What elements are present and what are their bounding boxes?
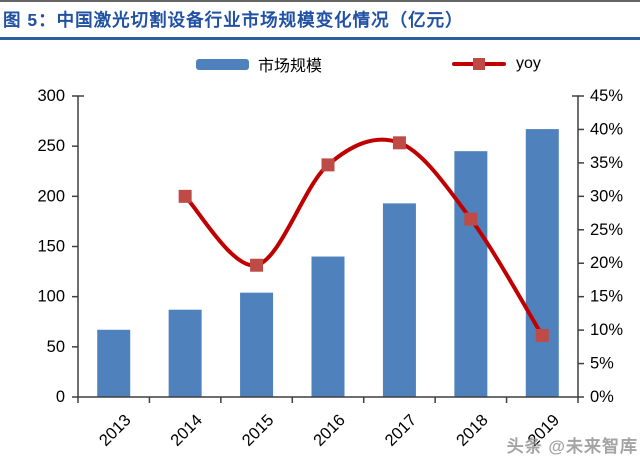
right-axis-tick-label: 0% bbox=[590, 388, 614, 406]
bar-series-swatch bbox=[196, 58, 249, 70]
x-axis-category-label: 2017 bbox=[382, 411, 421, 450]
left-axis-tick-label: 0 bbox=[56, 388, 65, 406]
title-divider-rule bbox=[0, 37, 640, 40]
left-axis-tick-label: 50 bbox=[47, 338, 65, 356]
right-axis-tick-label: 20% bbox=[590, 254, 623, 272]
x-axis-category-label: 2013 bbox=[96, 411, 135, 450]
line-swatch-marker bbox=[473, 58, 485, 70]
left-axis-tick-label: 100 bbox=[37, 288, 65, 306]
right-axis-tick-label: 30% bbox=[590, 187, 623, 205]
bar-2013 bbox=[97, 329, 131, 397]
legend-label-market-size: 市场规模 bbox=[258, 58, 323, 75]
x-axis-category-label: 2018 bbox=[453, 411, 492, 450]
bar-2016 bbox=[311, 256, 345, 397]
right-axis-tick-label: 35% bbox=[590, 154, 623, 172]
left-axis-tick-label: 300 bbox=[37, 88, 65, 105]
yoy-line bbox=[183, 137, 545, 338]
x-axis-category-label: 2015 bbox=[239, 411, 278, 450]
left-axis-tick-label: 250 bbox=[37, 137, 65, 155]
page-top-edge bbox=[0, 0, 640, 2]
right-axis-tick-label: 10% bbox=[590, 321, 623, 339]
watermark: 头条 @未来智库 bbox=[506, 437, 638, 456]
figure-title: 图 5：中国激光切割设备行业市场规模变化情况（亿元） bbox=[3, 10, 464, 30]
right-axis-tick-label: 15% bbox=[590, 288, 623, 306]
yoy-marker bbox=[392, 136, 406, 150]
bar-2015 bbox=[240, 292, 274, 397]
yoy-marker bbox=[250, 258, 264, 272]
left-axis-tick-label: 150 bbox=[37, 238, 65, 256]
x-axis-category-label: 2014 bbox=[167, 411, 206, 450]
right-axis-tick-label: 45% bbox=[590, 88, 623, 105]
bar-2017 bbox=[382, 203, 416, 397]
left-axis-tick-label: 200 bbox=[37, 187, 65, 205]
yoy-marker bbox=[535, 328, 549, 342]
yoy-marker bbox=[178, 189, 192, 203]
chart-legend: 市场规模 yoy bbox=[0, 51, 640, 77]
yoy-marker bbox=[464, 212, 478, 226]
chart-canvas: 0 50 100 150 200 250 300 0% 5% 10% 15% 20% 25% 30% 35%… bbox=[37, 88, 623, 450]
right-axis-tick-label: 5% bbox=[590, 355, 614, 373]
yoy-marker bbox=[321, 158, 335, 172]
right-axis-tick-label: 25% bbox=[590, 221, 623, 239]
bar-2014 bbox=[168, 309, 202, 397]
legend-item-yoy: yoy bbox=[452, 51, 541, 77]
legend-label-yoy: yoy bbox=[516, 55, 541, 72]
legend-item-market-size: 市场规模 bbox=[196, 51, 322, 77]
right-axis-tick-label: 40% bbox=[590, 120, 623, 138]
bar-2019 bbox=[525, 129, 559, 398]
bar-2018 bbox=[454, 151, 488, 397]
x-axis-category-label: 2016 bbox=[310, 411, 349, 450]
line-series-swatch bbox=[452, 58, 506, 71]
